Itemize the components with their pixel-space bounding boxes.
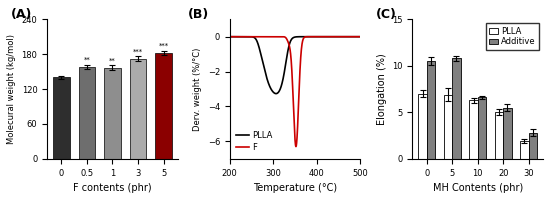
Text: (B): (B)	[188, 8, 209, 21]
F	[329, 36, 336, 38]
Bar	[503, 108, 512, 159]
Text: **: **	[84, 57, 90, 63]
PLLA	[353, 36, 360, 38]
Bar	[469, 100, 478, 159]
PLLA	[227, 36, 233, 38]
Bar	[529, 133, 537, 159]
F	[287, 47, 293, 49]
Bar	[130, 59, 146, 159]
F	[290, 101, 296, 104]
PLLA	[273, 92, 279, 95]
X-axis label: F contents (phr): F contents (phr)	[73, 183, 152, 193]
Bar	[104, 68, 121, 159]
Bar	[419, 94, 427, 159]
F	[353, 36, 360, 38]
PLLA	[354, 36, 360, 38]
F	[357, 36, 364, 38]
PLLA	[290, 36, 296, 39]
Line: F: F	[230, 37, 360, 147]
PLLA	[329, 36, 336, 38]
Bar	[155, 53, 172, 159]
F	[354, 36, 360, 38]
X-axis label: Temperature (°C): Temperature (°C)	[253, 183, 337, 193]
Text: **: **	[109, 57, 116, 63]
PLLA	[357, 36, 364, 38]
Text: (A): (A)	[10, 8, 32, 21]
Text: ***: ***	[158, 43, 169, 49]
Bar	[444, 95, 452, 159]
Bar	[452, 58, 461, 159]
Legend: PLLA, F: PLLA, F	[234, 128, 275, 155]
Y-axis label: Elongation (%): Elongation (%)	[377, 53, 387, 125]
F	[233, 36, 240, 38]
Bar	[427, 61, 435, 159]
Y-axis label: Molecural weight (kg/mol): Molecural weight (kg/mol)	[7, 34, 16, 144]
Bar	[520, 141, 529, 159]
PLLA	[287, 42, 293, 44]
Bar	[495, 112, 503, 159]
Y-axis label: Derv. weight (%/°C): Derv. weight (%/°C)	[193, 47, 202, 131]
F	[293, 145, 299, 148]
PLLA	[233, 36, 240, 38]
Line: PLLA: PLLA	[230, 37, 360, 94]
Bar	[53, 77, 70, 159]
Text: ***: ***	[133, 49, 143, 55]
Legend: PLLA, Additive: PLLA, Additive	[486, 23, 539, 50]
Bar	[79, 67, 95, 159]
X-axis label: MH Contents (phr): MH Contents (phr)	[433, 183, 523, 193]
Bar	[478, 97, 486, 159]
F	[227, 36, 233, 38]
Text: (C): (C)	[376, 8, 397, 21]
